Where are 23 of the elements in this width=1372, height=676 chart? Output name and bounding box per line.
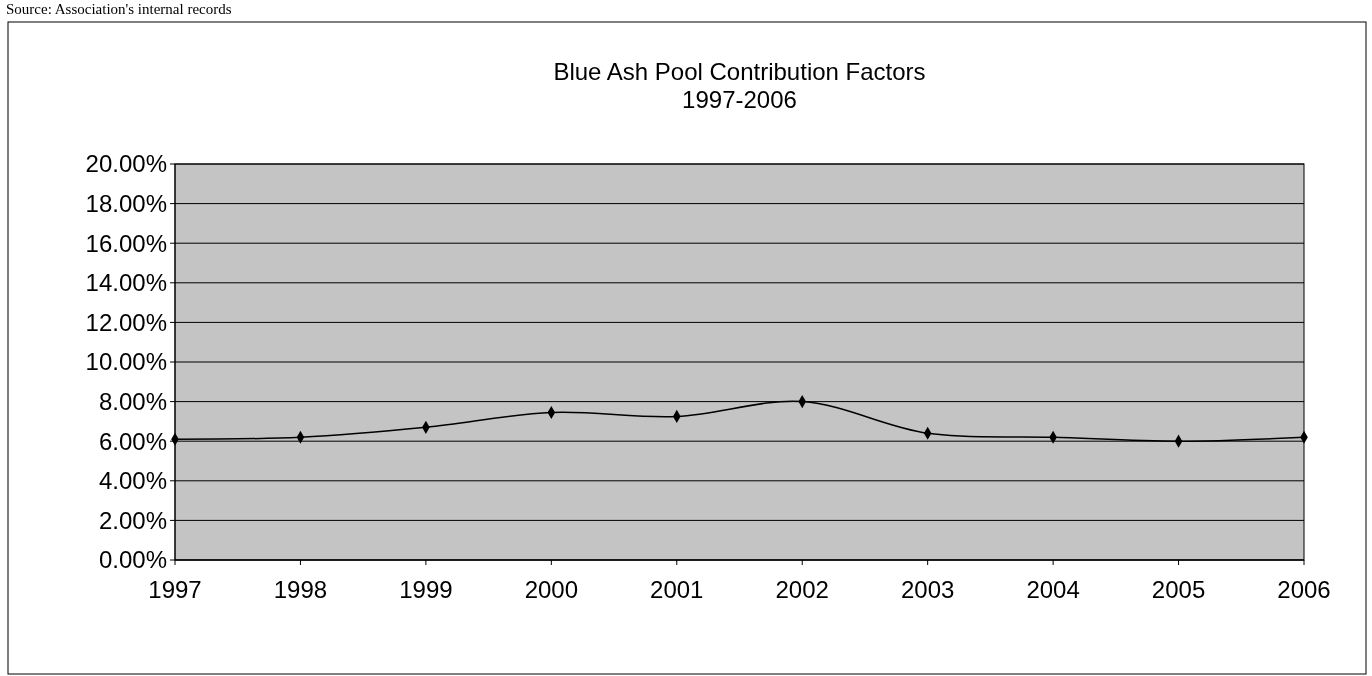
chart-title: Blue Ash Pool Contribution Factors 1997-2006 (553, 58, 926, 113)
y-tick-label: 10.00% (85, 348, 167, 376)
x-tick-label: 2004 (1026, 576, 1080, 603)
y-tick-label: 2.00% (98, 506, 167, 534)
x-tick-label: 1997 (148, 576, 202, 603)
source-note: Source: Association's internal records (6, 1, 232, 17)
x-tick-label: 2001 (650, 576, 704, 603)
y-tick-label: 4.00% (98, 467, 167, 495)
y-tick-label: 8.00% (98, 388, 167, 415)
x-tick-label: 2005 (1151, 576, 1206, 603)
x-tick-label: 2003 (900, 576, 955, 603)
y-tick-label: 20.00% (85, 150, 167, 178)
x-tick-label: 2000 (524, 576, 579, 603)
x-tick-label: 2006 (1277, 576, 1331, 603)
x-tick-label: 1998 (273, 576, 328, 603)
y-tick-label: 18.00% (85, 190, 167, 217)
y-tick-label: 12.00% (85, 308, 167, 336)
x-tick-label: 1999 (399, 576, 453, 603)
y-tick-label: 0.00% (98, 546, 167, 574)
y-tick-label: 14.00% (85, 269, 167, 297)
y-tick-label: 6.00% (98, 427, 167, 455)
y-tick-label: 16.00% (85, 229, 167, 257)
x-tick-label: 2002 (775, 576, 829, 603)
